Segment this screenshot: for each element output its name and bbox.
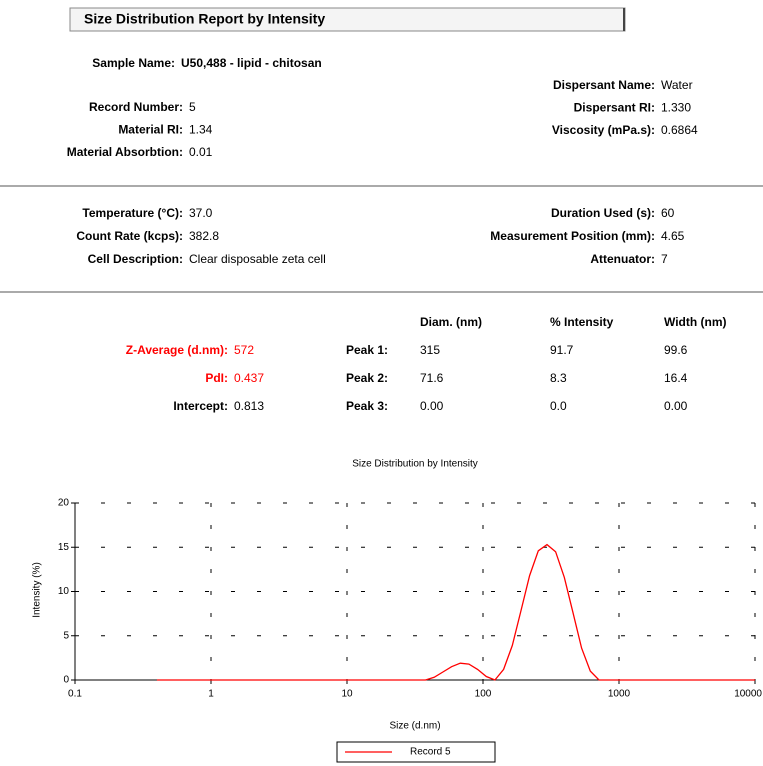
field-value: 7 — [661, 252, 668, 266]
peak-value: 0.00 — [664, 399, 688, 413]
y-tick-label: 0 — [63, 675, 69, 686]
sample-label: Sample Name: — [92, 56, 175, 70]
field-label: Temperature (°C): — [82, 206, 183, 220]
field-value: 572 — [234, 343, 254, 357]
field-label: Duration Used (s): — [551, 206, 655, 220]
field-value: 37.0 — [189, 206, 213, 220]
field-label: PdI: — [205, 371, 228, 385]
y-axis-label: Intensity (%) — [32, 562, 43, 618]
peak-label: Peak 3: — [346, 399, 388, 413]
peak-value: 315 — [420, 343, 440, 357]
field-value: 5 — [189, 100, 196, 114]
peak-value: 0.0 — [550, 399, 567, 413]
field-label: Material Absorbtion: — [67, 145, 183, 159]
x-tick-label: 1000 — [608, 689, 631, 700]
peak-value: 8.3 — [550, 371, 567, 385]
y-tick-label: 15 — [58, 542, 70, 553]
x-tick-label: 0.1 — [68, 689, 82, 700]
field-label: Cell Description: — [88, 252, 183, 266]
field-label: Count Rate (kcps): — [76, 229, 183, 243]
field-value: 1.34 — [189, 123, 213, 137]
field-value: 0.6864 — [661, 123, 698, 137]
field-value: 4.65 — [661, 229, 685, 243]
field-value: 0.01 — [189, 145, 213, 159]
field-label: Dispersant Name: — [553, 78, 655, 92]
field-value: Water — [661, 78, 693, 92]
chart-title: Size Distribution by Intensity — [352, 459, 478, 470]
y-tick-label: 10 — [58, 586, 70, 597]
field-label: Intercept: — [173, 399, 228, 413]
peak-value: 16.4 — [664, 371, 688, 385]
peak-value: 71.6 — [420, 371, 444, 385]
field-label: Material RI: — [118, 123, 183, 137]
y-tick-label: 20 — [58, 498, 70, 509]
column-header: Diam. (nm) — [420, 315, 482, 329]
field-value: Clear disposable zeta cell — [189, 252, 326, 266]
field-label: Viscosity (mPa.s): — [552, 123, 655, 137]
peak-label: Peak 1: — [346, 343, 388, 357]
field-value: 0.813 — [234, 399, 264, 413]
column-header: Width (nm) — [664, 315, 727, 329]
field-label: Record Number: — [89, 100, 183, 114]
field-value: 382.8 — [189, 229, 219, 243]
field-label: Measurement Position (mm): — [490, 229, 655, 243]
sample-value: U50,488 - lipid - chitosan — [181, 56, 322, 70]
x-tick-label: 100 — [475, 689, 492, 700]
x-axis-label: Size (d.nm) — [389, 721, 440, 732]
peak-value: 99.6 — [664, 343, 688, 357]
data-line — [156, 543, 755, 681]
peak-value: 0.00 — [420, 399, 444, 413]
column-header: % Intensity — [550, 315, 614, 329]
peak-value: 91.7 — [550, 343, 574, 357]
field-value: 1.330 — [661, 101, 691, 115]
field-label: Attenuator: — [590, 252, 655, 266]
y-tick-label: 5 — [63, 630, 69, 641]
field-label: Z-Average (d.nm): — [126, 343, 228, 357]
legend-box — [336, 741, 496, 763]
field-label: Dispersant RI: — [574, 101, 655, 115]
x-tick-label: 10000 — [734, 689, 762, 700]
field-value: 60 — [661, 206, 675, 220]
peak-label: Peak 2: — [346, 371, 388, 385]
x-tick-label: 10 — [341, 689, 353, 700]
field-value: 0.437 — [234, 371, 264, 385]
legend-label: Record 5 — [410, 747, 451, 758]
x-tick-label: 1 — [208, 689, 214, 700]
report-title: Size Distribution Report by Intensity — [84, 11, 325, 27]
